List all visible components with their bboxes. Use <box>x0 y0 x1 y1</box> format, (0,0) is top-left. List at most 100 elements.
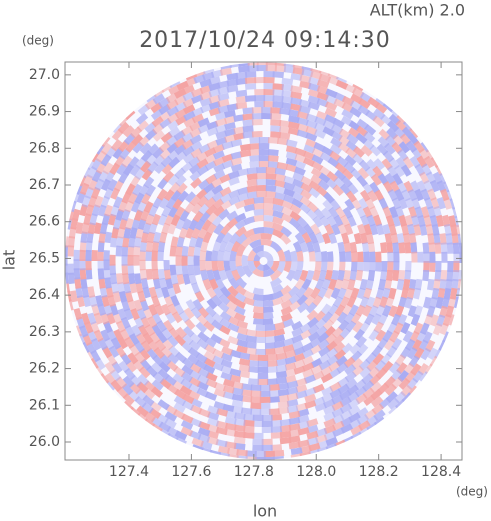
echo-cell <box>204 153 217 164</box>
echo-cell <box>234 305 246 316</box>
echo-cell <box>211 177 223 188</box>
echo-cell <box>180 420 194 431</box>
echo-cell <box>362 206 373 219</box>
echo-cell <box>280 312 293 323</box>
echo-cell <box>261 426 273 434</box>
echo-cell <box>272 203 284 213</box>
echo-cell <box>219 324 231 335</box>
echo-cell <box>449 198 456 210</box>
echo-cell <box>296 261 304 272</box>
echo-cell <box>398 141 411 154</box>
echo-cell <box>221 159 234 169</box>
echo-cell <box>351 198 362 211</box>
echo-cell <box>363 261 370 272</box>
echo-cell <box>396 233 405 245</box>
echo-cell <box>294 147 307 157</box>
echo-cell <box>355 393 368 405</box>
echo-cell <box>163 260 170 271</box>
echo-cell <box>178 311 190 323</box>
echo-cell <box>277 406 290 415</box>
echo-cell <box>277 388 290 397</box>
echo-cell <box>270 420 283 427</box>
echo-cell <box>379 296 389 309</box>
echo-cell <box>174 167 186 180</box>
echo-cell <box>235 254 242 267</box>
echo-cell <box>133 245 141 257</box>
echo-cell <box>308 89 321 98</box>
echo-cell <box>196 314 208 326</box>
echo-cell <box>223 250 231 261</box>
echo-cell <box>345 320 357 333</box>
echo-cell <box>425 149 434 161</box>
echo-cell <box>257 354 269 361</box>
echo-cell <box>76 325 83 337</box>
echo-cell <box>103 259 110 271</box>
echo-cell <box>355 269 363 281</box>
echo-cell <box>257 378 269 386</box>
echo-cell <box>286 386 299 395</box>
echo-cell <box>433 205 443 219</box>
echo-cell <box>202 71 215 81</box>
echo-cell <box>371 313 382 326</box>
echo-cell <box>385 215 395 227</box>
echo-cell <box>326 261 334 272</box>
echo-cell <box>282 337 295 347</box>
echo-cell <box>272 297 284 306</box>
echo-cell <box>303 157 315 167</box>
echo-cell <box>270 261 280 273</box>
echo-cell <box>261 112 272 120</box>
echo-cell <box>446 242 454 254</box>
echo-cell <box>272 89 284 97</box>
echo-cell <box>305 138 318 148</box>
echo-cell <box>121 245 129 257</box>
echo-cell <box>246 191 258 199</box>
echo-cell <box>398 242 406 254</box>
echo-cell <box>297 414 310 424</box>
echo-cell <box>410 242 418 254</box>
echo-cell <box>274 167 286 176</box>
echo-cell <box>299 203 311 214</box>
echo-cell <box>71 200 77 213</box>
echo-cell <box>305 132 318 142</box>
echo-cell <box>242 113 254 121</box>
echo-cell <box>446 189 453 201</box>
echo-cell <box>447 261 454 273</box>
echo-cell <box>215 124 228 134</box>
echo-cell <box>238 370 250 379</box>
echo-cell <box>456 224 461 237</box>
echo-cell <box>333 341 346 354</box>
echo-cell <box>238 63 250 67</box>
echo-cell <box>357 223 366 236</box>
echo-cell <box>277 137 289 146</box>
echo-cell <box>327 73 339 80</box>
echo-cell <box>423 251 430 263</box>
echo-cell <box>357 261 364 272</box>
echo-cell <box>290 261 298 272</box>
echo-cell <box>364 197 376 210</box>
echo-cell <box>382 103 393 113</box>
echo-cell <box>182 218 192 231</box>
echo-cell <box>308 442 321 452</box>
echo-cell <box>204 343 217 355</box>
echo-cell <box>95 295 104 307</box>
echo-cell <box>69 290 78 303</box>
echo-cell <box>252 312 264 319</box>
echo-cell <box>101 213 111 226</box>
echo-cell <box>159 277 168 290</box>
echo-cell <box>285 163 298 173</box>
echo-cell <box>246 167 258 175</box>
echo-cell <box>220 365 233 375</box>
echo-cell <box>117 227 126 239</box>
echo-cell <box>237 192 249 202</box>
echo-cell <box>419 224 428 236</box>
echo-cell <box>263 70 275 78</box>
echo-cell <box>411 251 418 263</box>
echo-cell <box>182 104 196 115</box>
echo-cell <box>288 423 301 431</box>
echo-cell <box>312 241 321 253</box>
echo-cell <box>107 295 116 307</box>
echo-cell <box>161 85 173 93</box>
echo-cell <box>241 389 253 397</box>
echo-cell <box>392 214 401 227</box>
echo-cell <box>358 98 371 109</box>
